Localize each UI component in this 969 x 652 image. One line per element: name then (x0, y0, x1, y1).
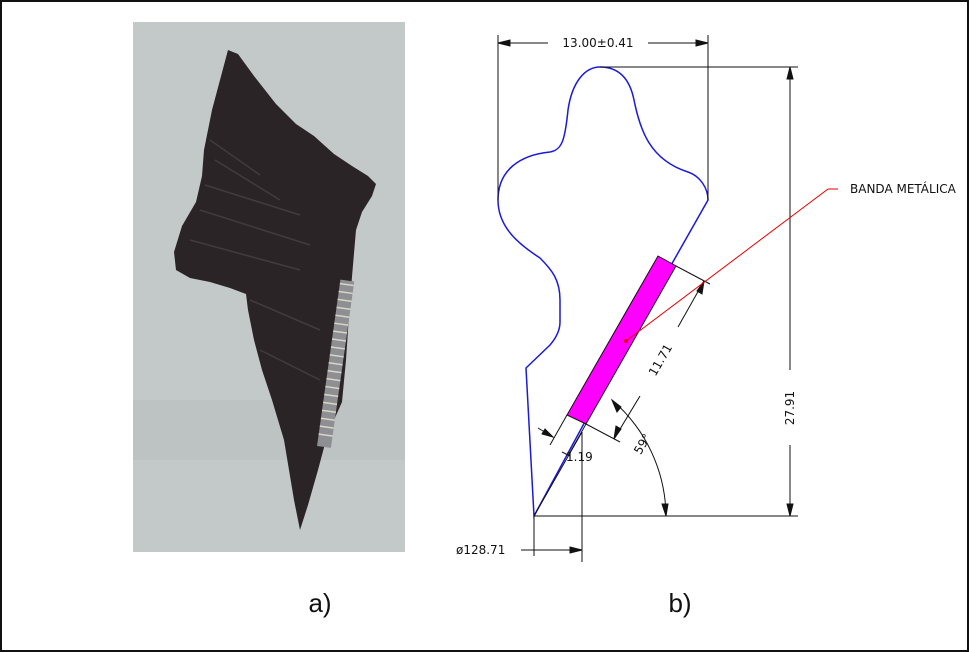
dim-diameter-label: ø128.71 (456, 543, 505, 557)
callout-leader (624, 188, 838, 343)
callout-label: BANDA METÁLICA (850, 181, 957, 196)
specimen-texture (189, 139, 321, 381)
specimen-photo (133, 22, 405, 552)
specimen-outline (497, 66, 709, 519)
dim-angle-label: 59° (631, 431, 654, 456)
dim-width (497, 35, 709, 200)
caption-b: b) (668, 588, 691, 618)
photo-shadow-band (133, 400, 405, 460)
dim-angle (533, 398, 669, 517)
dim-band-length-label: 11.71 (646, 342, 675, 379)
dim-diameter (521, 432, 583, 562)
dim-band-length (585, 265, 711, 443)
dim-height (534, 66, 798, 517)
dim-band-thickness-label: 1.19 (566, 450, 593, 464)
technical-drawing: 13.00±0.41 27.91 11.71 (456, 35, 957, 562)
metal-band-windings (318, 282, 354, 437)
caption-a: a) (308, 588, 331, 618)
dim-width-label: 13.00±0.41 (562, 36, 633, 50)
dim-height-label: 27.91 (783, 391, 797, 425)
metal-band (566, 255, 677, 425)
